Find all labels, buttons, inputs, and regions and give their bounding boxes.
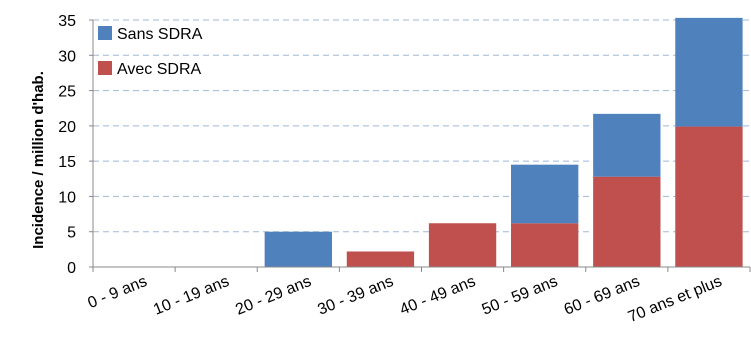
bar-avec-sdra [346,251,415,267]
x-tick-labels: 0 - 9 ans 10 - 19 ans 20 - 29 ans 30 - 39 a… [85,273,724,326]
x-tick-label: 0 - 9 ans [85,273,149,312]
x-tick-label: 70 ans et plus [626,273,725,326]
y-tick-label: 0 [67,260,76,277]
y-tick-label: 30 [58,48,76,65]
axes [92,20,751,272]
bars [264,17,743,267]
legend-swatch-sans-sdra [98,26,112,40]
y-tick-label: 25 [58,84,76,101]
legend-swatch-avec-sdra [98,61,112,75]
bar-avec-sdra [593,176,661,267]
bar-avec-sdra [428,223,497,267]
legend-label-avec-sdra: Avec SDRA [117,61,202,78]
y-axis-label: Incidence / million d'hab. [30,71,47,249]
legend: Sans SDRA Avec SDRA [98,26,203,78]
y-tick-label: 35 [58,13,76,30]
y-tick-label: 10 [58,189,76,206]
bar-sans-sdra [511,164,579,224]
bar-sans-sdra [593,113,661,177]
y-tick-label: 5 [67,225,76,242]
bar-avec-sdra [675,126,743,267]
x-tick-label: 50 - 59 ans [480,273,561,319]
bar-sans-sdra [264,231,332,267]
bar-avec-sdra [511,223,579,267]
x-tick-label: 30 - 39 ans [315,273,396,319]
y-tick-label: 15 [58,154,76,171]
x-tick-label: 10 - 19 ans [151,273,232,319]
x-tick-label: 40 - 49 ans [397,273,478,319]
x-tick-label: 20 - 29 ans [233,273,314,319]
bar-sans-sdra [675,17,743,127]
y-tick-label: 20 [58,119,76,136]
y-tick-labels: 0 5 10 15 20 25 30 35 [58,13,93,277]
legend-label-sans-sdra: Sans SDRA [117,26,203,43]
